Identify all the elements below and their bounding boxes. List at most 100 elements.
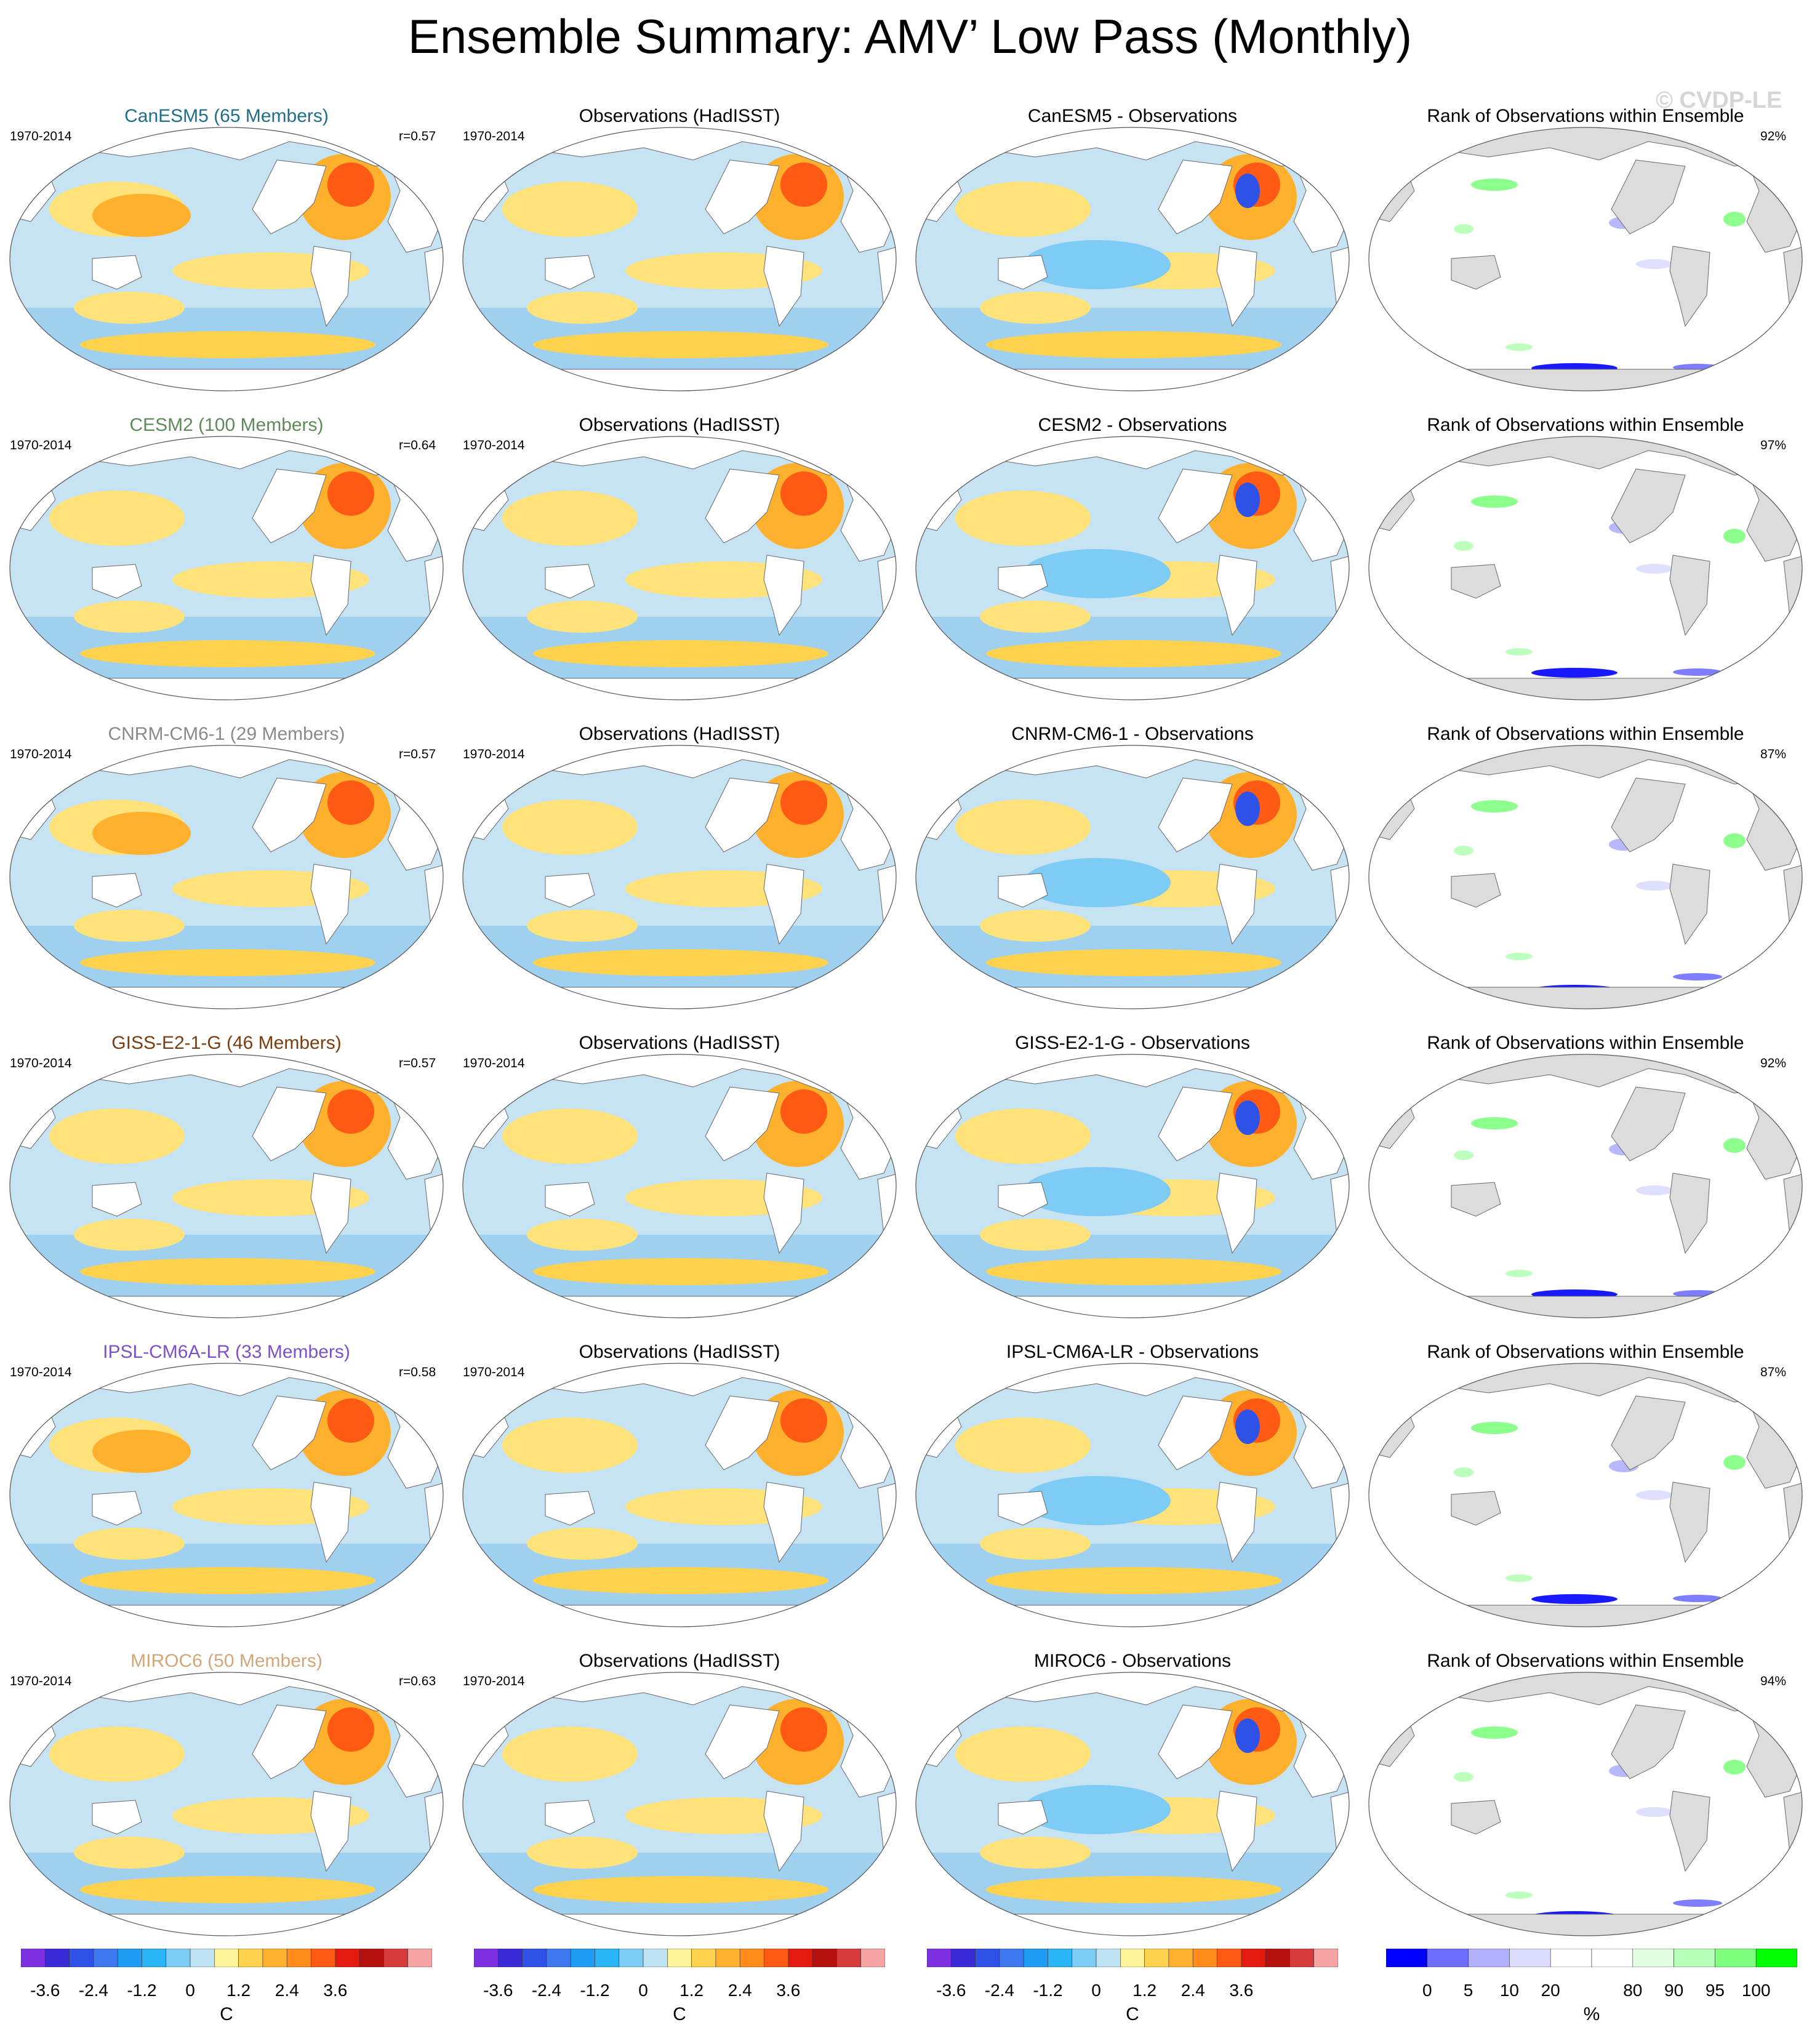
sst-map [462, 1672, 897, 1936]
colorbar-swatch [1048, 1948, 1073, 1968]
colorbar-tick-label: -3.6 [483, 1981, 513, 2000]
sst-map [9, 1054, 444, 1318]
model-panel: MIROC6 (50 Members) 1970-2014 r=0.63 [0, 1637, 453, 1946]
colorbar-swatch [1289, 1948, 1315, 1968]
colorbar-tick-label: -2.4 [531, 1981, 561, 2000]
period-label: 1970-2014 [463, 129, 525, 143]
colorbar-swatch [570, 1948, 595, 1968]
temperature-colorbar [473, 1948, 886, 1970]
colorbar-swatch [44, 1948, 70, 1968]
sst-map [9, 127, 444, 391]
watermark: © CVDP-LE [1656, 87, 1782, 113]
sst-map [462, 1054, 897, 1318]
model-panel: CESM2 (100 Members) 1970-2014 r=0.64 [0, 401, 453, 710]
panel-title: Observations (HadISST) [579, 1033, 780, 1053]
period-label: 1970-2014 [463, 1674, 525, 1688]
panel-row: CNRM-CM6-1 (29 Members) 1970-2014 r=0.57 Ob… [0, 710, 1820, 1019]
colorbar-swatch [117, 1948, 142, 1968]
colorbar-unit: C [673, 2004, 686, 2024]
diff-panel: CESM2 - Observations [906, 401, 1359, 710]
rank-percent-label: 97% [1760, 438, 1787, 452]
correlation-label: r=0.57 [399, 129, 436, 143]
panel-title: Rank of Observations within Ensemble [1427, 1033, 1744, 1053]
colorbar-tick-label: -2.4 [984, 1981, 1014, 2000]
panel-title: Observations (HadISST) [579, 724, 780, 744]
sst-map [915, 745, 1350, 1009]
rank-percent-label: 87% [1760, 1365, 1787, 1379]
diff-panel: CNRM-CM6-1 - Observations [906, 710, 1359, 1019]
colorbar-tick-label: -3.6 [936, 1981, 966, 2000]
panel-title: CNRM-CM6-1 - Observations [1011, 724, 1254, 744]
panel-row: CanESM5 (65 Members) 1970-2014 r=0.57 Obser… [0, 92, 1820, 401]
panel-row: MIROC6 (50 Members) 1970-2014 r=0.63 Observ… [0, 1637, 1820, 1946]
colorbar-swatch [836, 1948, 862, 1968]
colorbar-tick-label: -3.6 [30, 1981, 60, 2000]
correlation-label: r=0.64 [399, 438, 436, 452]
panel-title: IPSL-CM6A-LR - Observations [1006, 1342, 1259, 1362]
colorbar-tick-label: 1.2 [679, 1981, 704, 2000]
colorbar-swatch [1468, 1948, 1510, 1968]
obs-panel: Observations (HadISST) 1970-2014 [453, 401, 906, 710]
colorbar-unit: C [1126, 2004, 1139, 2024]
colorbar-swatch [1217, 1948, 1242, 1968]
colorbar-tick-label: 0 [638, 1981, 648, 2000]
rank-panel: Rank of Observations within Ensemble [1359, 710, 1812, 1019]
colorbar-tick-label: 5 [1463, 1981, 1473, 2000]
period-label: 1970-2014 [10, 129, 72, 143]
colorbar-swatch [1550, 1948, 1592, 1968]
colorbar-tick-label: 0 [1091, 1981, 1101, 2000]
correlation-label: r=0.57 [399, 747, 436, 761]
sst-map [915, 436, 1350, 700]
panel-title: Rank of Observations within Ensemble [1427, 106, 1744, 126]
colorbar-swatch [407, 1948, 433, 1968]
panel-title: CESM2 - Observations [1038, 415, 1227, 435]
colorbar-swatch [497, 1948, 523, 1968]
period-label: 1970-2014 [10, 1056, 72, 1070]
panel-title: CESM2 (100 Members) [129, 415, 324, 435]
colorbar-swatch [812, 1948, 837, 1968]
colorbar-tick-label: 10 [1499, 1981, 1519, 2000]
colorbar-swatch [691, 1948, 716, 1968]
colorbar-swatch [715, 1948, 740, 1968]
correlation-label: r=0.57 [399, 1056, 436, 1070]
colorbar-swatch [311, 1948, 336, 1968]
colorbar-swatch [286, 1948, 311, 1968]
period-label: 1970-2014 [10, 1674, 72, 1688]
sst-map [462, 745, 897, 1009]
colorbar-swatch [1674, 1948, 1715, 1968]
colorbar-swatch [93, 1948, 118, 1968]
rank-percent-label: 94% [1760, 1674, 1787, 1688]
colorbar-swatch [214, 1948, 239, 1968]
sst-map [9, 745, 444, 1009]
panel-title: Rank of Observations within Ensemble [1427, 415, 1744, 435]
colorbar-swatch [1168, 1948, 1193, 1968]
colorbar-swatch [764, 1948, 789, 1968]
colorbar-swatch [1241, 1948, 1266, 1968]
colorbar-tick-label: 1.2 [1132, 1981, 1157, 2000]
panel-title: GISS-E2-1-G (46 Members) [111, 1033, 342, 1053]
sst-map [915, 1054, 1350, 1318]
rank-map [1368, 127, 1803, 391]
period-label: 1970-2014 [463, 747, 525, 761]
colorbar-tick-label: 80 [1623, 1981, 1643, 2000]
colorbar-swatch [1120, 1948, 1145, 1968]
colorbar-swatch [1509, 1948, 1551, 1968]
colorbar-swatch [1591, 1948, 1634, 1968]
period-label: 1970-2014 [10, 747, 72, 761]
colorbar-swatch [788, 1948, 813, 1968]
panel-row: IPSL-CM6A-LR (33 Members) 1970-2014 r=0.58… [0, 1328, 1820, 1637]
rank-colorbar [1385, 1948, 1798, 1970]
colorbar-swatch [69, 1948, 94, 1968]
colorbar-swatch [1265, 1948, 1290, 1968]
rank-map [1368, 1054, 1803, 1318]
sst-map [9, 436, 444, 700]
obs-panel: Observations (HadISST) 1970-2014 [453, 92, 906, 401]
panel-title: CanESM5 - Observations [1027, 106, 1238, 126]
temperature-colorbar [926, 1948, 1339, 1970]
diff-panel: CanESM5 - Observations [906, 92, 1359, 401]
colorbar-swatch [1144, 1948, 1169, 1968]
panel-title: Rank of Observations within Ensemble [1427, 1342, 1744, 1362]
colorbar-swatch [546, 1948, 571, 1968]
panel-title: IPSL-CM6A-LR (33 Members) [103, 1342, 350, 1362]
panel-title: Rank of Observations within Ensemble [1427, 1651, 1744, 1671]
